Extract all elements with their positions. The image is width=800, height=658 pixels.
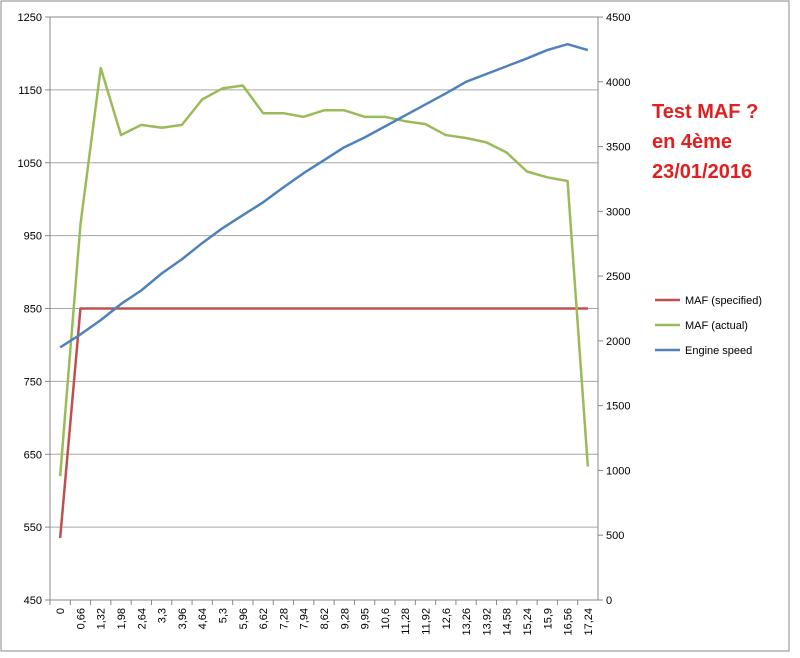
annotation: Test MAF ? <box>652 101 758 123</box>
x-tick-label: 13,92 <box>481 608 493 636</box>
legend-label: MAF (specified) <box>685 295 762 307</box>
x-tick-label: 8,62 <box>319 608 331 629</box>
y2-tick-label: 3500 <box>606 142 630 154</box>
annotation: en 4ème <box>652 131 732 153</box>
y-tick-label: 1250 <box>18 12 42 24</box>
y2-tick-label: 4500 <box>606 12 630 24</box>
y2-tick-label: 3000 <box>606 206 630 218</box>
x-tick-label: 2,64 <box>136 608 148 629</box>
x-tick-label: 1,98 <box>116 608 128 629</box>
x-tick-label: 4,64 <box>197 608 209 629</box>
y2-tick-label: 4000 <box>606 77 630 89</box>
x-tick-label: 5,96 <box>238 608 250 629</box>
x-tick-label: 3,96 <box>177 608 189 629</box>
y-tick-label: 1150 <box>18 85 42 97</box>
series-line <box>59 42 589 349</box>
x-tick-label: 16,56 <box>563 608 575 636</box>
x-tick-label: 9,28 <box>339 608 351 629</box>
y-tick-label: 550 <box>24 522 42 534</box>
x-tick-label: 7,94 <box>299 608 311 629</box>
y2-tick-label: 2500 <box>606 271 630 283</box>
x-tick-label: 7,28 <box>278 608 290 629</box>
x-tick-label: 11,28 <box>400 608 412 635</box>
x-tick-label: 15,24 <box>522 608 534 636</box>
x-tick-label: 14,58 <box>502 608 514 636</box>
y2-tick-label: 500 <box>606 530 624 542</box>
series-line <box>58 66 590 477</box>
y-tick-label: 650 <box>24 449 42 461</box>
legend-label: MAF (actual) <box>685 320 748 332</box>
y-tick-label: 950 <box>24 231 42 243</box>
y-tick-label: 1050 <box>18 158 42 170</box>
x-tick-label: 0,66 <box>75 608 87 629</box>
x-tick-label: 15,9 <box>542 608 554 629</box>
y-tick-label: 850 <box>24 304 42 316</box>
x-tick-label: 17,24 <box>583 608 595 636</box>
x-tick-label: 1,32 <box>96 608 108 629</box>
legend-label: Engine speed <box>685 345 752 357</box>
plot-area <box>49 16 599 601</box>
y-tick-label: 450 <box>24 595 42 607</box>
y2-tick-label: 1000 <box>606 465 630 477</box>
x-tick-label: 9,95 <box>360 608 372 629</box>
x-tick-label: 5,3 <box>218 608 230 623</box>
x-tick-label: 0 <box>55 608 67 614</box>
x-tick-label: 3,3 <box>157 608 169 623</box>
x-tick-label: 11,92 <box>420 608 432 635</box>
x-tick-label: 6,62 <box>258 608 270 629</box>
y-tick-label: 750 <box>24 376 42 388</box>
y2-tick-label: 2000 <box>606 336 630 348</box>
series-line <box>58 307 588 539</box>
x-tick-label: 10,6 <box>380 608 392 629</box>
x-tick-label: 13,26 <box>461 608 473 636</box>
x-tick-label: 12,6 <box>441 608 453 629</box>
y2-tick-label: 1500 <box>606 401 630 413</box>
annotation: 23/01/2016 <box>652 161 752 183</box>
y2-tick-label: 0 <box>606 595 612 607</box>
